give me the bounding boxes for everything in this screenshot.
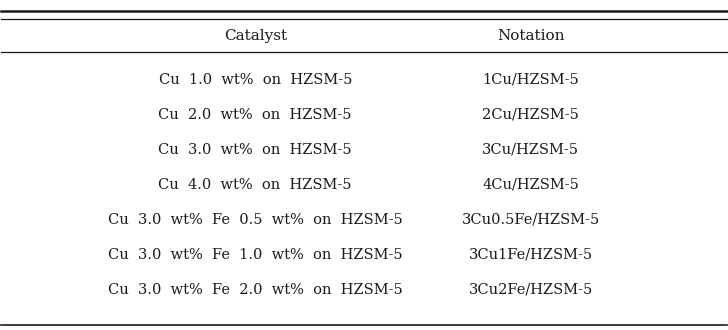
Text: 3Cu0.5Fe/HZSM-5: 3Cu0.5Fe/HZSM-5 [462,213,600,227]
Text: 2Cu/HZSM-5: 2Cu/HZSM-5 [483,108,579,122]
Text: Cu  2.0  wt%  on  HZSM-5: Cu 2.0 wt% on HZSM-5 [159,108,352,122]
Text: Cu  3.0  wt%  Fe  0.5  wt%  on  HZSM-5: Cu 3.0 wt% Fe 0.5 wt% on HZSM-5 [108,213,403,227]
Text: Cu  3.0  wt%  Fe  2.0  wt%  on  HZSM-5: Cu 3.0 wt% Fe 2.0 wt% on HZSM-5 [108,283,403,297]
Text: 4Cu/HZSM-5: 4Cu/HZSM-5 [483,178,579,192]
Text: Cu  3.0  wt%  Fe  1.0  wt%  on  HZSM-5: Cu 3.0 wt% Fe 1.0 wt% on HZSM-5 [108,248,403,262]
Text: Notation: Notation [497,29,564,43]
Text: Cu  1.0  wt%  on  HZSM-5: Cu 1.0 wt% on HZSM-5 [159,73,352,87]
Text: Cu  3.0  wt%  on  HZSM-5: Cu 3.0 wt% on HZSM-5 [159,143,352,157]
Text: Cu  4.0  wt%  on  HZSM-5: Cu 4.0 wt% on HZSM-5 [159,178,352,192]
Text: Catalyst: Catalyst [223,29,287,43]
Text: 3Cu1Fe/HZSM-5: 3Cu1Fe/HZSM-5 [469,248,593,262]
Text: 1Cu/HZSM-5: 1Cu/HZSM-5 [483,73,579,87]
Text: 3Cu/HZSM-5: 3Cu/HZSM-5 [483,143,579,157]
Text: 3Cu2Fe/HZSM-5: 3Cu2Fe/HZSM-5 [469,283,593,297]
